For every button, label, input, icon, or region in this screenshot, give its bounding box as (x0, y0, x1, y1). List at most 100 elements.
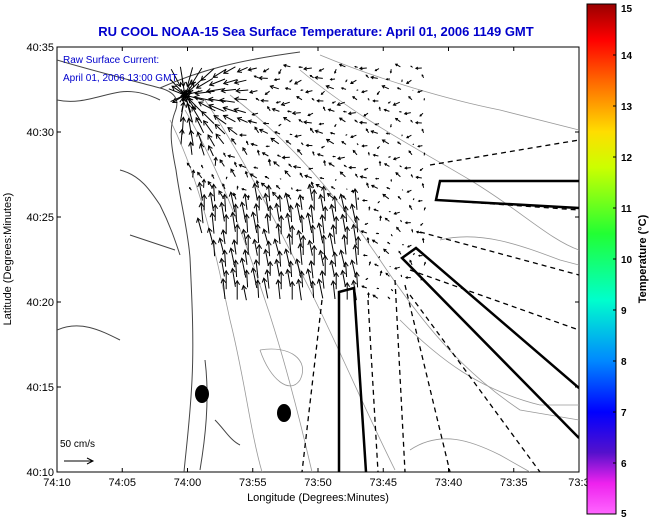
current-vector (376, 145, 380, 149)
current-vector (241, 187, 247, 191)
current-vector (403, 111, 411, 116)
current-vector (389, 69, 393, 74)
current-vector (239, 201, 247, 223)
current-vector (334, 69, 337, 74)
colorbar-tick-label: 10 (621, 255, 633, 266)
current-vector (228, 191, 236, 213)
current-vector (316, 222, 324, 244)
current-vector (247, 119, 257, 124)
current-vector (316, 153, 324, 157)
current-vector (325, 84, 334, 90)
current-vector (263, 248, 269, 267)
current-vector (284, 87, 292, 91)
current-vector (377, 200, 380, 204)
current-vector (352, 188, 359, 210)
current-vector (234, 223, 241, 245)
current-vector (282, 63, 291, 68)
current-vector (207, 134, 216, 147)
x-tick-label: 73:55 (239, 477, 267, 489)
current-vector (283, 116, 291, 123)
current-vector (207, 227, 214, 244)
current-vector (316, 278, 324, 299)
current-vector (197, 171, 203, 179)
current-vector (296, 96, 303, 101)
current-vector (264, 213, 271, 234)
current-vector (366, 236, 370, 243)
y-axis-label: Latitude (Degrees:Minutes) (2, 193, 14, 326)
current-vector (318, 68, 325, 72)
current-vector (362, 254, 368, 257)
y-axis: 40:10 40:15 40:20 40:25 40:30 40:35 (26, 42, 579, 479)
current-vector (319, 270, 326, 289)
current-vector (299, 172, 304, 178)
current-vector (179, 128, 185, 145)
current-vector (308, 204, 315, 224)
current-vector (338, 63, 346, 68)
current-vector (294, 134, 302, 138)
current-vector (419, 167, 424, 172)
colorbar-tick-label: 5 (621, 509, 627, 519)
current-vector (291, 187, 293, 190)
current-vector (278, 123, 282, 127)
current-vector (364, 222, 369, 226)
current-vector (368, 261, 372, 266)
current-vector (201, 178, 207, 188)
current-vector (223, 269, 230, 290)
current-vector (330, 224, 337, 245)
current-vector (222, 79, 238, 86)
current-vector (325, 138, 335, 145)
current-vector (307, 112, 314, 117)
current-vector (374, 263, 379, 267)
current-vector (385, 132, 391, 135)
current-vector (249, 173, 258, 179)
current-vector (220, 229, 227, 245)
current-vector (378, 106, 381, 111)
current-vector (419, 112, 424, 117)
current-vector (423, 152, 426, 156)
current-vector (286, 110, 292, 113)
current-vector (370, 184, 379, 189)
current-vector (275, 184, 281, 190)
current-vector (294, 202, 302, 223)
current-vector (327, 108, 335, 112)
current-vector (414, 121, 422, 125)
current-vector (361, 90, 368, 94)
current-vector (300, 234, 307, 255)
current-vector (415, 230, 422, 234)
current-vector (289, 224, 296, 245)
current-vector (382, 193, 390, 200)
current-vector (260, 98, 269, 103)
current-vector (318, 193, 324, 212)
transect-boxes (337, 179, 579, 472)
current-vector (288, 204, 294, 223)
current-vector (351, 279, 357, 301)
current-vector (250, 267, 258, 289)
current-vector (333, 271, 340, 290)
current-vector (329, 77, 336, 81)
current-vector (339, 171, 346, 178)
current-vector (194, 90, 215, 97)
current-vector (359, 175, 367, 179)
current-vector (345, 134, 348, 136)
current-vector (211, 239, 217, 257)
current-vector (423, 97, 426, 101)
current-vector (233, 259, 239, 278)
current-vector (191, 169, 196, 178)
colorbar-tick-label: 12 (621, 153, 633, 164)
current-vector (234, 161, 238, 168)
current-vector (265, 145, 270, 148)
colorbar-tick-label: 13 (621, 102, 633, 113)
current-vector (421, 237, 425, 243)
current-vector (367, 292, 370, 298)
current-vector (264, 90, 270, 96)
current-vector (196, 217, 203, 234)
x-axis: 74:10 74:05 74:00 73:55 73:50 73:45 73:40 73:35… (43, 47, 590, 489)
current-vector (366, 182, 370, 188)
current-vector (195, 77, 214, 89)
current-vector (201, 110, 215, 124)
current-vector (368, 206, 371, 211)
current-vector (262, 228, 269, 244)
current-vector (256, 149, 260, 156)
current-vector (314, 75, 323, 80)
current-vector (275, 223, 282, 245)
